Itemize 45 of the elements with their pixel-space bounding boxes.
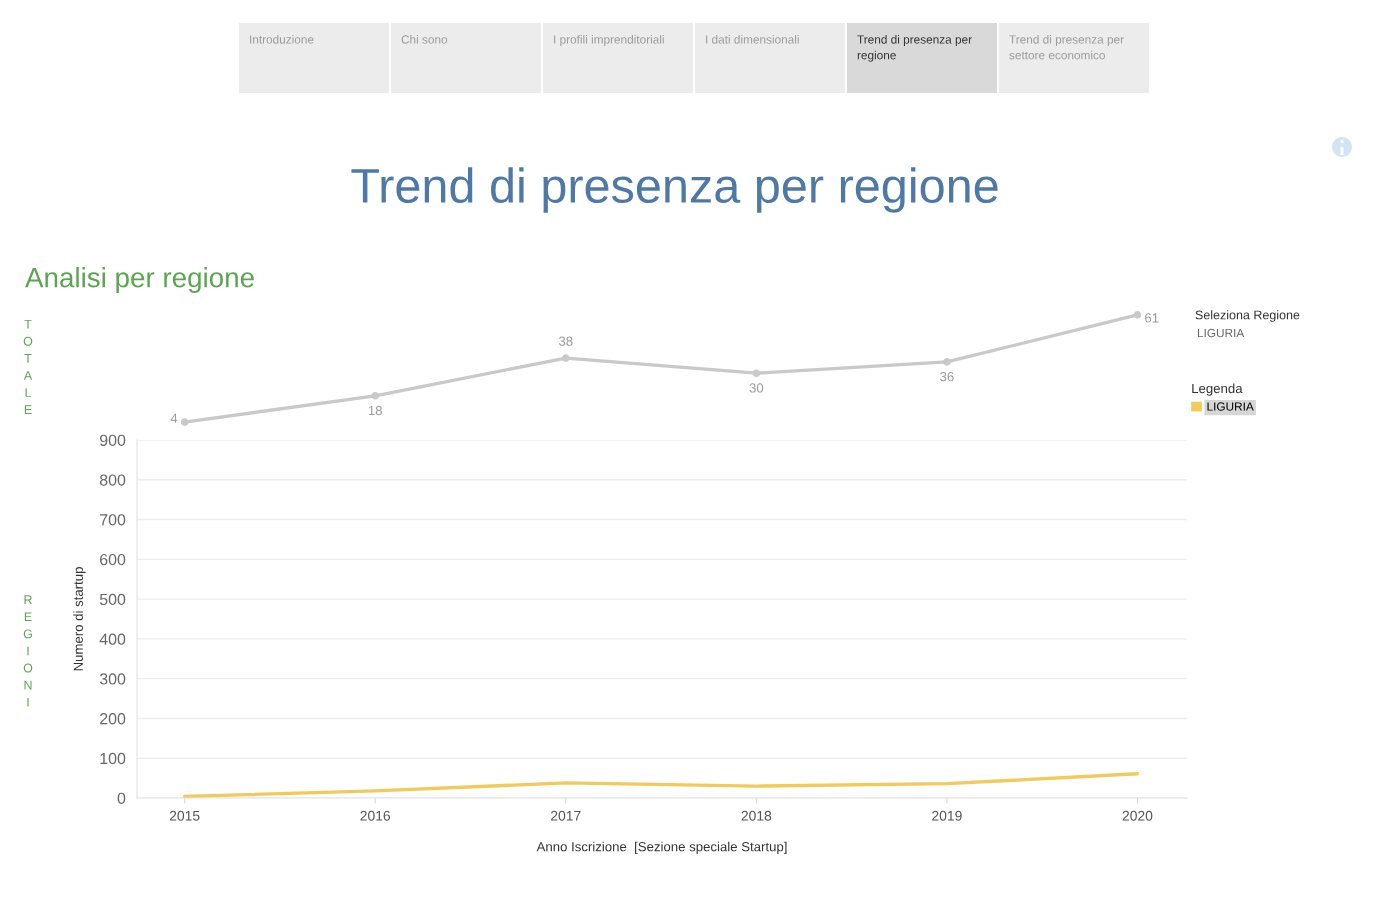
point — [371, 391, 380, 400]
y-axis-title: Numero di startup — [73, 567, 86, 671]
y-tick-label: 900 — [99, 434, 126, 446]
legend-title: Legenda — [1192, 383, 1243, 396]
x-tick-label: 2020 — [1122, 810, 1153, 821]
y-tick-label: 600 — [100, 553, 126, 566]
x-tick-label: 2018 — [741, 810, 772, 821]
x-axis-title: Anno Iscrizione [Sezione speciale Startup] — [536, 841, 787, 854]
text: REGIONI — [23, 595, 33, 707]
data-label: 38 — [558, 336, 573, 346]
line-series — [182, 772, 1140, 798]
text: TOTALE — [23, 319, 33, 414]
annotation: LIGURIA — [1197, 328, 1245, 338]
point — [180, 418, 189, 426]
x-tick-label: 2017 — [551, 810, 581, 821]
y-tick-label: 800 — [99, 474, 126, 486]
point — [561, 354, 570, 362]
y-tick-label: 400 — [99, 633, 126, 645]
text: Trend di presenza per regione — [857, 35, 972, 62]
point — [752, 369, 761, 378]
x-tick-label: 2016 — [360, 810, 391, 821]
y-tick-label: 300 — [99, 673, 126, 685]
text: I profili imprenditoriali — [554, 35, 664, 46]
x-tick-label: 2015 — [169, 810, 200, 821]
point — [943, 358, 951, 366]
text: I dati dimensionali — [706, 35, 799, 44]
data-label: 36 — [940, 371, 954, 382]
y-tick-label: 500 — [99, 593, 126, 606]
legend-label: LIGURIA — [1207, 402, 1254, 411]
data-label: 30 — [749, 383, 764, 393]
y-tick-label: 100 — [100, 752, 126, 765]
data-label: 18 — [368, 405, 382, 416]
point — [1133, 311, 1142, 319]
text: Analisi per regione — [25, 267, 254, 293]
data-label: 61 — [1145, 313, 1159, 323]
data-label: 4 — [170, 413, 178, 423]
x-tick-label: 2019 — [932, 810, 962, 821]
text: Introduzione — [250, 35, 314, 44]
y-tick-label: 200 — [100, 713, 126, 725]
y-tick-label: 0 — [117, 792, 126, 804]
annotation: Seleziona Regione — [1195, 310, 1300, 322]
text: Chi sono — [401, 35, 448, 44]
text: Trend di presenza per settore economico — [1009, 35, 1124, 60]
text: Trend di presenza per regione — [351, 167, 998, 213]
y-tick-label: 700 — [100, 514, 126, 526]
